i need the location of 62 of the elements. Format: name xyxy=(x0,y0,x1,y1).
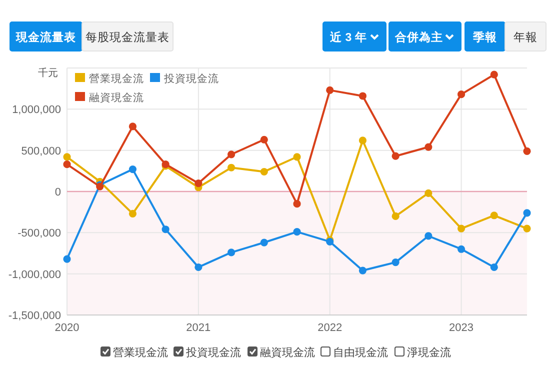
point xyxy=(358,266,367,274)
y-tick-label: -1,500,000 xyxy=(8,310,61,322)
point xyxy=(128,165,137,174)
point xyxy=(63,160,71,168)
point xyxy=(162,226,170,234)
point xyxy=(326,86,334,94)
y-tick-label: 500,000 xyxy=(21,145,61,158)
text: 年報 xyxy=(514,31,538,44)
point xyxy=(358,136,367,144)
y-tick-label: -1,000,000 xyxy=(8,268,61,281)
text: 淨現金流 xyxy=(407,346,451,359)
point xyxy=(523,209,531,217)
point xyxy=(128,122,137,130)
point xyxy=(194,263,202,272)
point xyxy=(260,238,268,246)
point xyxy=(392,152,400,160)
point xyxy=(260,136,268,144)
point xyxy=(490,70,498,78)
text: 每股現金流量表 xyxy=(86,30,170,44)
legend-label: 營業現金流 xyxy=(89,72,144,85)
text: 現金流量表 xyxy=(15,30,76,44)
point xyxy=(523,147,531,155)
x-tick-label: 2022 xyxy=(318,322,342,334)
text: 合併為主 xyxy=(394,30,443,44)
point xyxy=(490,212,498,220)
point xyxy=(293,228,301,236)
point xyxy=(424,232,432,240)
point xyxy=(63,153,71,161)
point xyxy=(293,200,301,208)
point xyxy=(424,143,432,151)
point xyxy=(424,189,432,197)
text: 季報 xyxy=(472,30,498,44)
y-tick-label: 1,000,000 xyxy=(12,104,61,116)
text: 自由現金流 xyxy=(333,346,388,359)
point xyxy=(457,90,466,98)
point xyxy=(194,179,202,188)
point xyxy=(227,248,236,256)
y-axis-title: 千元 xyxy=(38,67,58,79)
y-tick-label: -500,000 xyxy=(18,228,61,240)
point xyxy=(358,92,367,100)
point xyxy=(457,224,466,232)
text: 營業現金流 xyxy=(113,346,168,359)
point xyxy=(392,212,400,220)
point xyxy=(227,164,236,172)
text: 投資現金流 xyxy=(185,346,241,359)
x-tick-label: 2023 xyxy=(449,322,474,334)
point xyxy=(63,255,71,263)
y-tick-label: 0 xyxy=(54,186,61,198)
legend-label: 融資現金流 xyxy=(89,91,144,104)
point xyxy=(293,153,301,161)
point xyxy=(490,263,498,272)
text: 近 3 年 xyxy=(329,30,367,44)
point xyxy=(128,210,137,218)
point xyxy=(227,150,236,158)
x-tick-label: 2021 xyxy=(186,322,211,334)
point xyxy=(457,245,466,253)
legend-label: 投資現金流 xyxy=(163,72,219,85)
point xyxy=(260,168,268,176)
text: 融資現金流 xyxy=(260,346,315,359)
point xyxy=(392,258,400,266)
point xyxy=(523,224,531,232)
x-tick-label: 2020 xyxy=(54,322,80,334)
